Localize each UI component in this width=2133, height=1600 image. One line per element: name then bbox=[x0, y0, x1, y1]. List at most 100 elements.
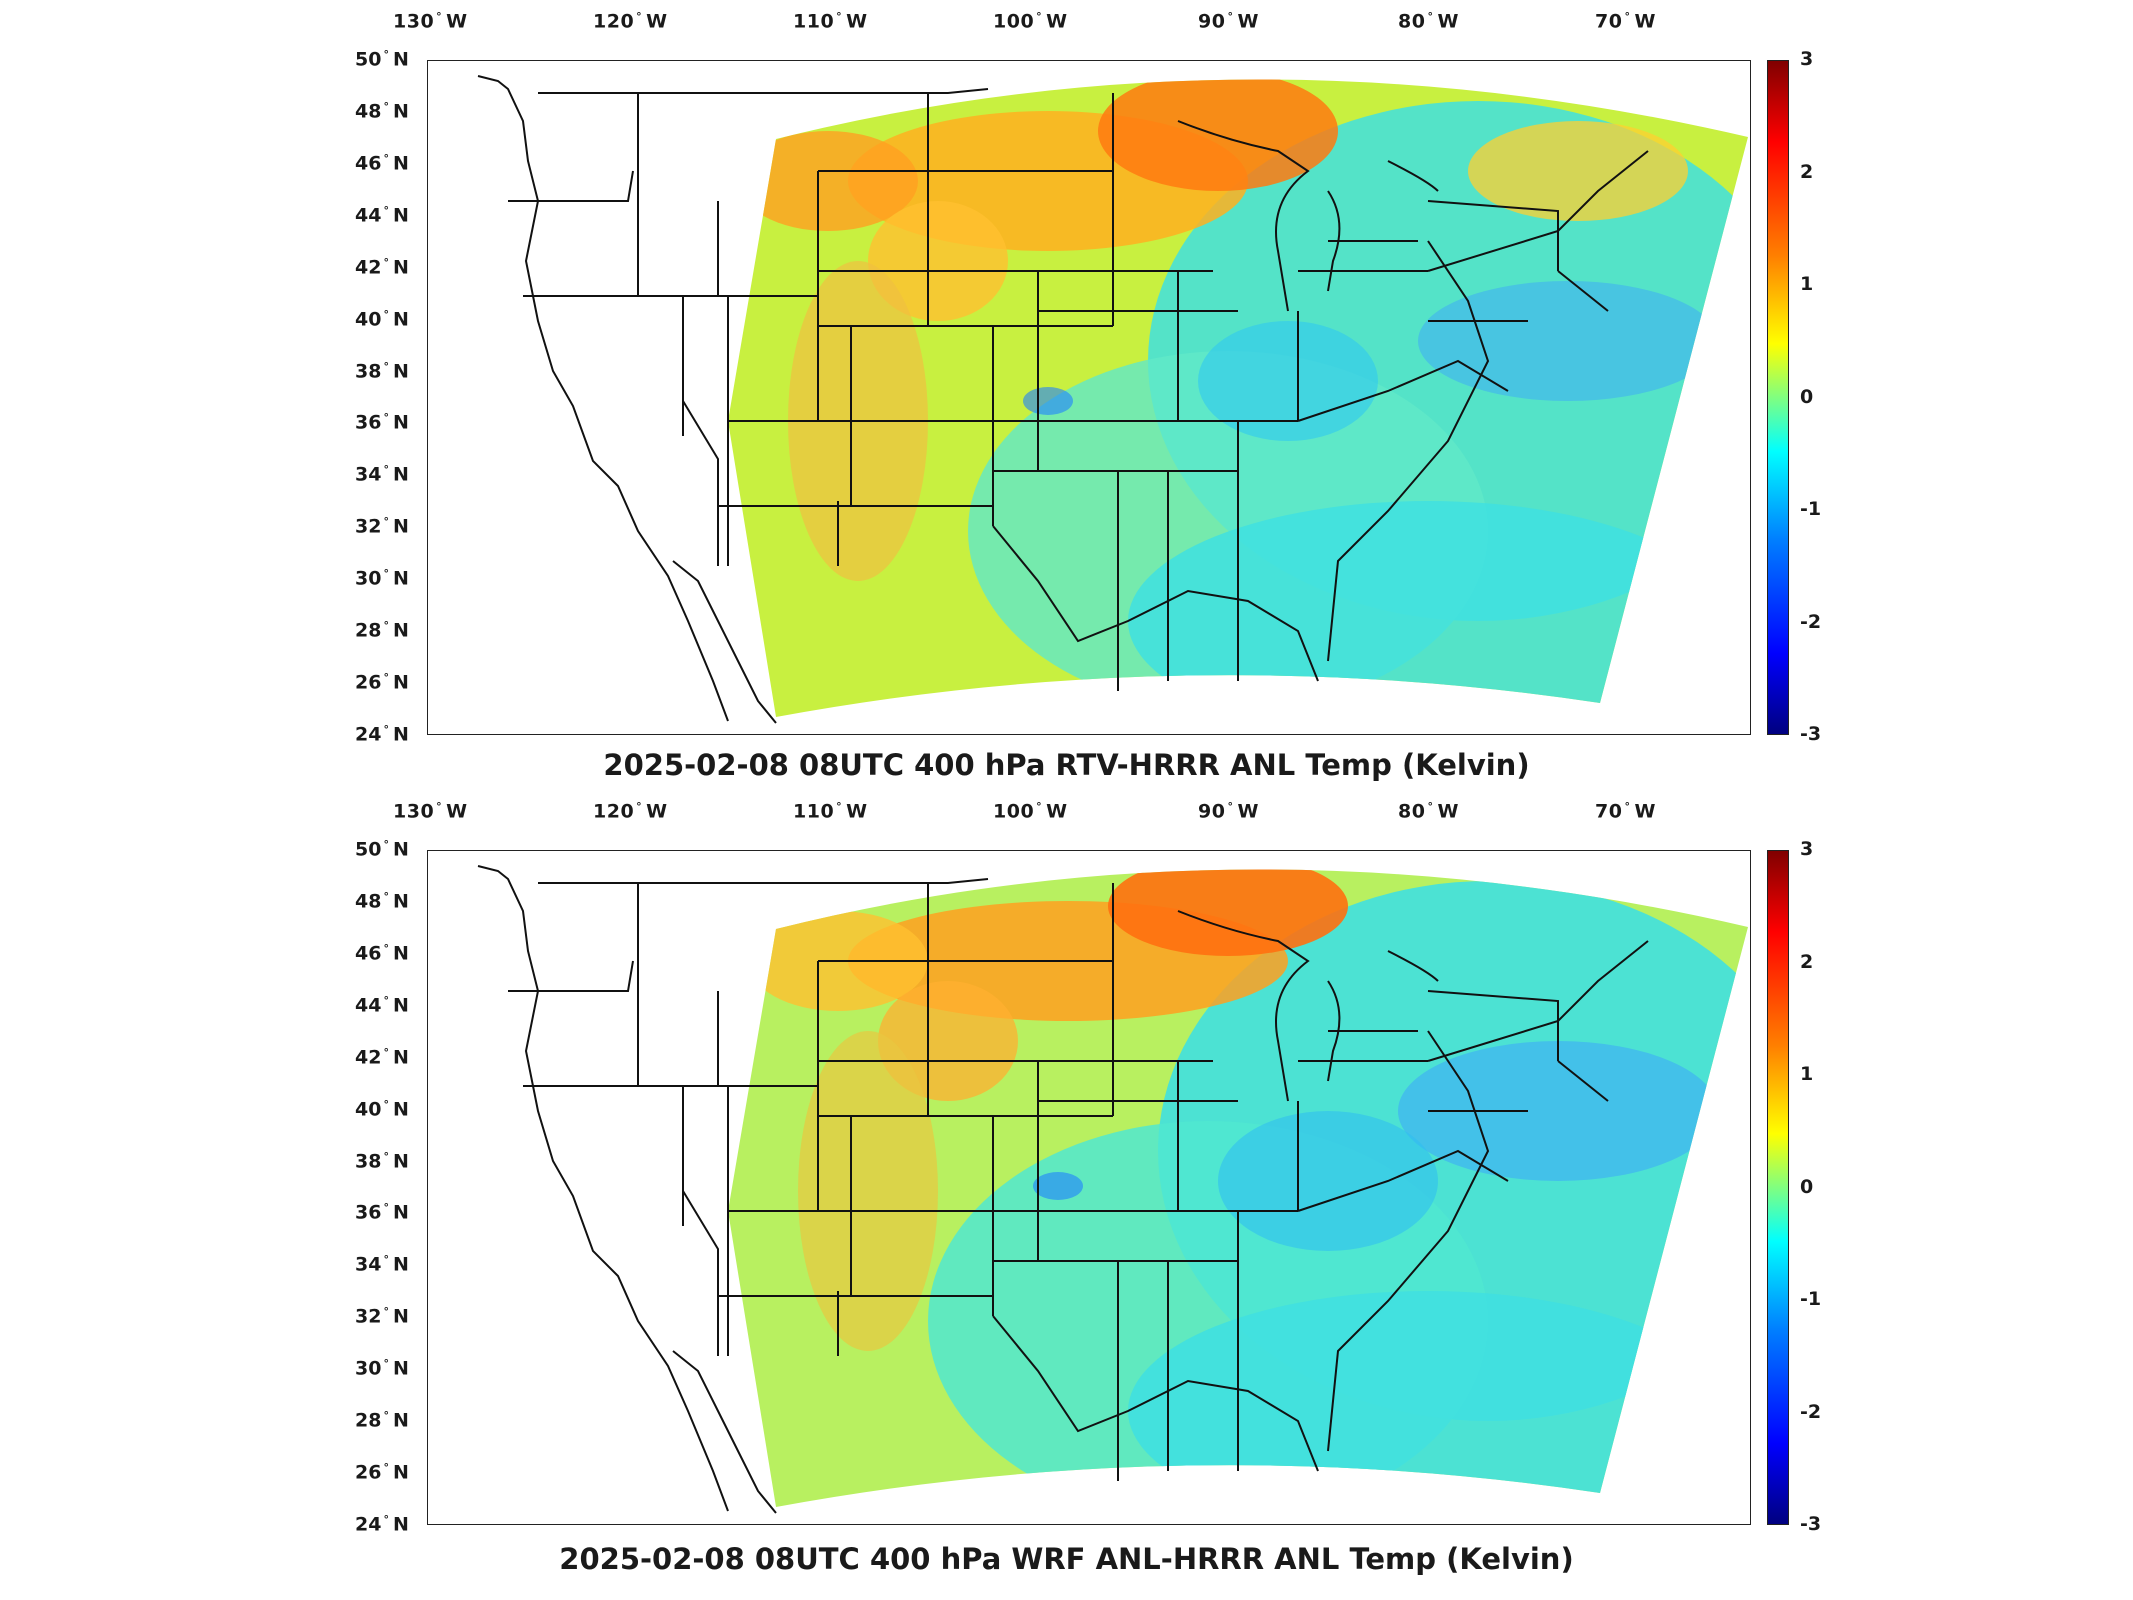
longitude-label-direction: W bbox=[646, 10, 668, 33]
degree-symbol: ° bbox=[1036, 10, 1043, 23]
longitude-label-direction: W bbox=[846, 800, 868, 823]
latitude-label: 44 ° N bbox=[355, 994, 409, 1016]
longitude-label-direction: W bbox=[846, 10, 868, 33]
field-bottom bbox=[728, 869, 1748, 1507]
latitude-label: 30 ° N bbox=[355, 567, 409, 589]
latitude-label-value: 36 bbox=[355, 411, 382, 434]
latitude-label-direction: N bbox=[392, 359, 409, 382]
degree-symbol: ° bbox=[383, 1409, 389, 1423]
latitude-label: 46 ° N bbox=[355, 942, 409, 964]
degree-symbol: ° bbox=[383, 1461, 389, 1475]
degree-symbol: ° bbox=[383, 515, 389, 529]
longitude-label: 70 ° W bbox=[1595, 10, 1656, 32]
latitude-label-direction: N bbox=[392, 256, 409, 279]
temperature-difference-map-bottom bbox=[477, 865, 1748, 1514]
latitude-label: 30 ° N bbox=[355, 1357, 409, 1379]
longitude-label-value: 80 bbox=[1398, 800, 1426, 823]
colorbar-tick-label: -3 bbox=[1800, 1513, 1822, 1535]
degree-symbol: ° bbox=[383, 307, 389, 321]
degree-symbol: ° bbox=[383, 838, 389, 851]
degree-symbol: ° bbox=[383, 255, 389, 269]
colorbar-tick-label: -3 bbox=[1800, 723, 1822, 745]
degree-symbol: ° bbox=[1624, 800, 1631, 813]
colorbar-tick-label: 2 bbox=[1800, 950, 1814, 973]
longitude-label-direction: W bbox=[1046, 10, 1068, 33]
degree-symbol: ° bbox=[383, 1045, 389, 1059]
latitude-label: 24 ° N bbox=[355, 1513, 409, 1535]
latitude-label: 46 ° N bbox=[355, 152, 409, 174]
degree-symbol: ° bbox=[383, 151, 389, 165]
degree-symbol: ° bbox=[436, 800, 443, 813]
latitude-label: 36 ° N bbox=[355, 1201, 409, 1223]
latitude-label-direction: N bbox=[392, 152, 409, 175]
degree-symbol: ° bbox=[1227, 800, 1234, 813]
latitude-label-direction: N bbox=[392, 1046, 409, 1069]
longitude-label-direction: W bbox=[1437, 10, 1459, 33]
longitude-label-value: 70 bbox=[1595, 800, 1623, 823]
longitude-label-direction: W bbox=[1634, 800, 1656, 823]
latitude-label-direction: N bbox=[392, 1409, 409, 1432]
latitude-label-value: 26 bbox=[355, 671, 382, 694]
latitude-label-value: 42 bbox=[355, 256, 382, 279]
degree-symbol: ° bbox=[383, 1305, 389, 1319]
longitude-label-value: 130 bbox=[393, 10, 435, 33]
latitude-label-direction: N bbox=[392, 1513, 409, 1536]
longitude-label-value: 80 bbox=[1398, 10, 1426, 33]
latitude-label-direction: N bbox=[392, 942, 409, 965]
degree-symbol: ° bbox=[1036, 800, 1043, 813]
panel-title-top: 2025-02-08 08UTC 400 hPa RTV-HRRR ANL Te… bbox=[603, 748, 1530, 782]
colorbar-tick-label: 1 bbox=[1800, 273, 1814, 295]
latitude-label-value: 28 bbox=[355, 619, 382, 642]
longitude-label-direction: W bbox=[1634, 10, 1656, 33]
degree-symbol: ° bbox=[1227, 10, 1234, 23]
degree-symbol: ° bbox=[383, 941, 389, 955]
colorbar-top bbox=[1767, 60, 1789, 735]
colorbar-tick-label: 1 bbox=[1800, 1063, 1814, 1085]
colorbar-tick-label: 0 bbox=[1800, 385, 1814, 408]
longitude-label-value: 130 bbox=[393, 800, 435, 823]
degree-symbol: ° bbox=[383, 99, 389, 113]
map-plot-area-top bbox=[427, 60, 1751, 735]
longitude-label-direction: W bbox=[1237, 10, 1259, 33]
political-boundaries-bottom bbox=[477, 865, 1649, 1514]
degree-symbol: ° bbox=[383, 463, 389, 477]
latitude-label: 32 ° N bbox=[355, 1305, 409, 1327]
longitude-label: 80 ° W bbox=[1398, 800, 1459, 822]
latitude-label-value: 24 bbox=[355, 1513, 382, 1536]
latitude-label-value: 50 bbox=[355, 838, 382, 861]
map-plot-area-bottom bbox=[427, 850, 1751, 1525]
latitude-label-value: 40 bbox=[355, 307, 382, 330]
latitude-label-direction: N bbox=[392, 671, 409, 694]
degree-symbol: ° bbox=[383, 619, 389, 633]
latitude-label-value: 30 bbox=[355, 1357, 382, 1380]
longitude-label: 100 ° W bbox=[993, 800, 1068, 822]
longitude-label: 70 ° W bbox=[1595, 800, 1656, 822]
latitude-label-value: 38 bbox=[355, 1149, 382, 1172]
latitude-label: 34 ° N bbox=[355, 1253, 409, 1275]
latitude-label-value: 32 bbox=[355, 515, 382, 538]
longitude-label: 80 ° W bbox=[1398, 10, 1459, 32]
colorbar-tick-label: 3 bbox=[1800, 48, 1814, 70]
colorbar-tick-label: -2 bbox=[1800, 610, 1822, 633]
degree-symbol: ° bbox=[383, 723, 389, 736]
degree-symbol: ° bbox=[383, 1357, 389, 1371]
longitude-label-value: 100 bbox=[993, 10, 1035, 33]
latitude-label-value: 44 bbox=[355, 994, 382, 1017]
latitude-label-value: 48 bbox=[355, 100, 382, 123]
latitude-label: 38 ° N bbox=[355, 360, 409, 382]
latitude-label-value: 42 bbox=[355, 1046, 382, 1069]
latitude-label: 36 ° N bbox=[355, 411, 409, 433]
degree-symbol: ° bbox=[436, 10, 443, 23]
latitude-label-direction: N bbox=[392, 1201, 409, 1224]
latitude-label-direction: N bbox=[392, 890, 409, 913]
latitude-label: 26 ° N bbox=[355, 671, 409, 693]
temperature-difference-map-top bbox=[477, 75, 1748, 724]
latitude-label-direction: N bbox=[392, 723, 409, 746]
latitude-label: 40 ° N bbox=[355, 308, 409, 330]
latitude-label-direction: N bbox=[392, 463, 409, 486]
colorbar-tick-label: -1 bbox=[1800, 498, 1822, 520]
colorbar-tick-label: -2 bbox=[1800, 1400, 1822, 1423]
degree-symbol: ° bbox=[383, 1513, 389, 1526]
longitude-label-value: 110 bbox=[793, 10, 835, 33]
degree-symbol: ° bbox=[383, 567, 389, 581]
